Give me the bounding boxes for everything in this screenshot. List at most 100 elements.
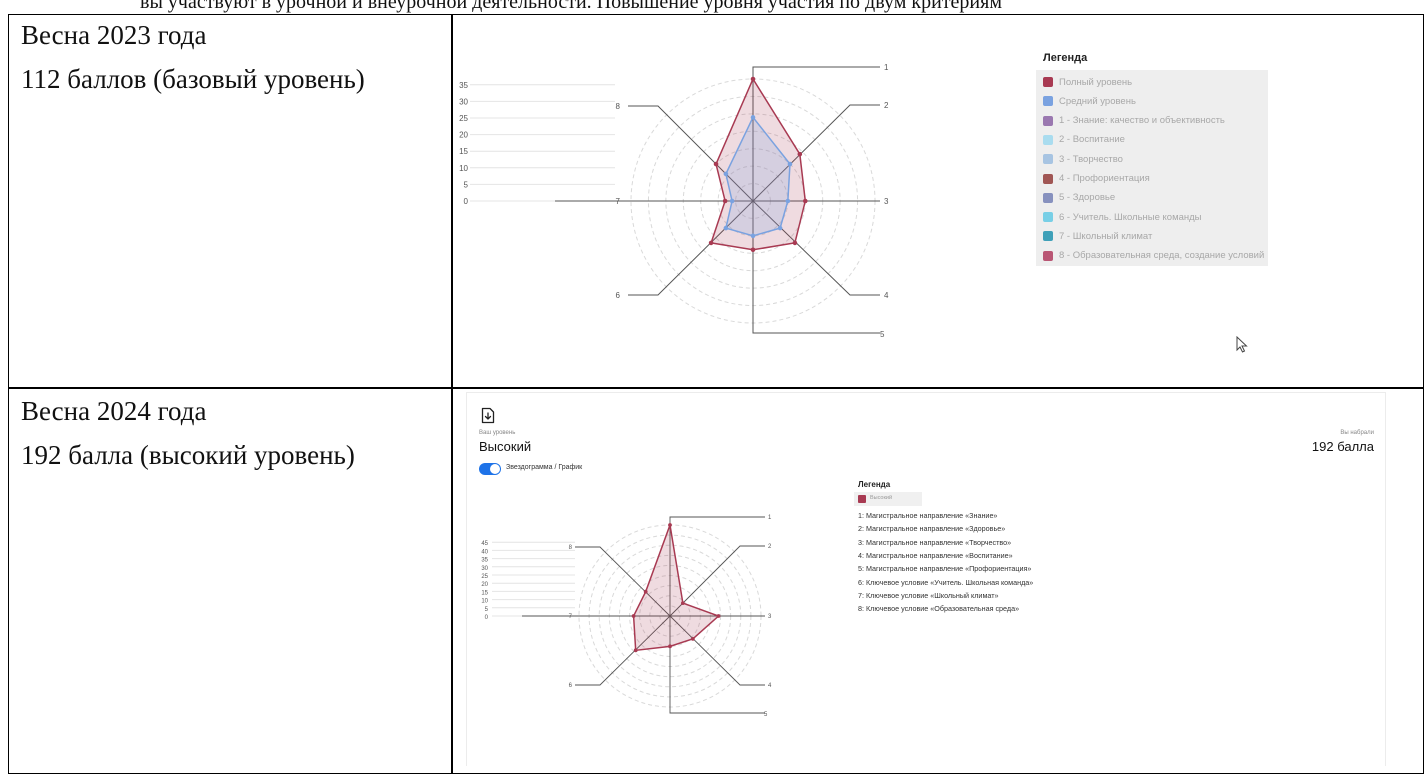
axis-label: 3 — [768, 614, 772, 620]
scale-tick-label: 5 — [464, 180, 469, 189]
data-point — [729, 198, 735, 204]
data-point — [750, 233, 756, 239]
data-point — [802, 198, 808, 204]
chart-view-toggle-label: Звездограмма / График — [506, 464, 583, 471]
scale-tick-label: 25 — [459, 114, 468, 123]
legend-2024-item: 1: Магистральное направление «Знание» — [858, 511, 998, 520]
axis-label: 1 — [884, 63, 889, 72]
axis-label: 2 — [884, 101, 889, 110]
legend-swatch — [1043, 250, 1053, 261]
legend-swatch — [1043, 134, 1053, 145]
legend-swatch — [1043, 96, 1053, 107]
legend-2023-item[interactable]: Полный уровень — [1043, 75, 1132, 89]
axis-line — [752, 200, 880, 296]
axis-label: 5 — [764, 712, 768, 718]
row1-score: 112 баллов (базовый уровень) — [21, 64, 365, 94]
axis-line — [669, 516, 765, 616]
data-point — [633, 648, 638, 653]
legend-2024-item: 3: Магистральное направление «Творчество… — [858, 537, 1012, 547]
level-caption: Ваш уровень — [479, 430, 516, 436]
data-point — [716, 614, 721, 618]
scale-tick-label: 20 — [459, 131, 468, 140]
table-row-divider — [8, 387, 1424, 389]
axis-line — [752, 66, 880, 201]
legend-2024-item: 4: Магистральное направление «Воспитание… — [858, 550, 1013, 560]
axis-label: 7 — [616, 197, 621, 206]
legend-2024-item: 8: Ключевое условие «Образовательная сре… — [858, 604, 1020, 614]
legend-2023-item[interactable]: 4 - Профориентация — [1043, 172, 1150, 186]
series-area — [632, 522, 720, 652]
row1-period: Весна 2023 года — [21, 20, 207, 50]
legend-2024-item: 2: Магистральное направление «Здоровье» — [858, 524, 1006, 534]
legend-label: 4 - Профориентация — [1059, 173, 1150, 184]
results-panel-2024 — [466, 392, 1386, 766]
data-point — [631, 614, 636, 618]
legend-2024-item: 7: Ключевое условие «Школьный климат» — [858, 590, 999, 600]
legend-swatch — [1043, 154, 1053, 165]
legend-2023-item[interactable]: Средний уровень — [1043, 94, 1136, 108]
data-point — [713, 161, 719, 167]
legend-2024-swatch — [858, 495, 866, 503]
scale-tick-label: 40 — [481, 549, 488, 555]
axis-line — [752, 201, 880, 334]
axis-line — [628, 200, 754, 296]
data-point — [750, 76, 756, 82]
legend-2024-title: Легенда — [858, 480, 891, 489]
scale-tick-label: 5 — [485, 607, 489, 613]
axis-label: 2 — [768, 544, 772, 550]
scale-tick-label: 15 — [481, 590, 488, 596]
data-point — [797, 151, 803, 157]
legend-label: 5 - Здоровье — [1059, 192, 1116, 204]
row2-period: Весна 2024 года — [21, 396, 207, 426]
axis-label: 7 — [569, 614, 573, 620]
legend-swatch — [1043, 212, 1053, 223]
level-value: Высокий — [479, 439, 532, 454]
scale-tick-label: 25 — [481, 574, 488, 580]
chart-view-toggle[interactable] — [479, 463, 501, 475]
legend-label: Полный уровень — [1059, 76, 1133, 88]
legend-swatch — [1043, 231, 1053, 242]
axis-label: 6 — [569, 683, 573, 689]
legend-2023-item[interactable]: 5 - Здоровье — [1043, 191, 1115, 205]
legend-2024-item: 5: Магистральное направление «Профориент… — [858, 564, 1032, 574]
legend-2023-item[interactable]: 8 - Образовательная среда, создание усло… — [1043, 249, 1264, 263]
download-icon[interactable] — [481, 407, 495, 424]
legend-label: 8 - Образовательная среда, создание усло… — [1059, 250, 1265, 262]
legend-2023-item[interactable]: 2 - Воспитание — [1043, 133, 1125, 147]
data-point — [643, 589, 648, 594]
axis-label: 8 — [616, 102, 621, 111]
axis-line — [628, 105, 754, 202]
axis-label: 3 — [884, 197, 889, 206]
legend-2023-item[interactable]: 3 - Творчество — [1043, 152, 1123, 166]
legend-2024-item: 6: Ключевое условие «Учитель. Школьная к… — [858, 577, 1034, 587]
axis-label: 6 — [616, 291, 621, 300]
scale-tick-label: 15 — [459, 147, 468, 156]
scale-tick-label: 30 — [481, 566, 488, 572]
legend-2024-badge — [854, 492, 922, 506]
data-point — [750, 247, 756, 253]
legend-2023-item[interactable]: 6 - Учитель. Школьные команды — [1043, 210, 1202, 224]
legend-label: 7 - Школьный климат — [1059, 230, 1153, 242]
legend-swatch — [1043, 173, 1053, 184]
legend-2023-item[interactable]: 7 - Школьный климат — [1043, 229, 1152, 243]
scale-tick-label: 10 — [481, 599, 488, 605]
data-point — [785, 198, 791, 204]
data-point — [723, 171, 729, 177]
legend-2023-title: Легенда — [1043, 52, 1088, 64]
axis-label: 5 — [880, 330, 885, 339]
score-caption: Вы набрали — [1340, 430, 1374, 436]
data-point — [722, 198, 728, 204]
mouse-cursor-icon — [1236, 336, 1248, 353]
legend-2024-badge-label: Высокий — [870, 495, 893, 501]
data-point — [668, 644, 672, 649]
scale-tick-label: 0 — [464, 197, 469, 206]
legend-2023-item[interactable]: 1 - Знание: качество и объективность — [1043, 114, 1225, 128]
legend-swatch — [1043, 77, 1053, 87]
data-point — [792, 240, 798, 246]
scale-tick-label: 20 — [481, 582, 488, 588]
score-value: 192 балла — [1311, 439, 1374, 454]
axis-label: 4 — [768, 683, 772, 689]
data-point — [750, 115, 756, 120]
